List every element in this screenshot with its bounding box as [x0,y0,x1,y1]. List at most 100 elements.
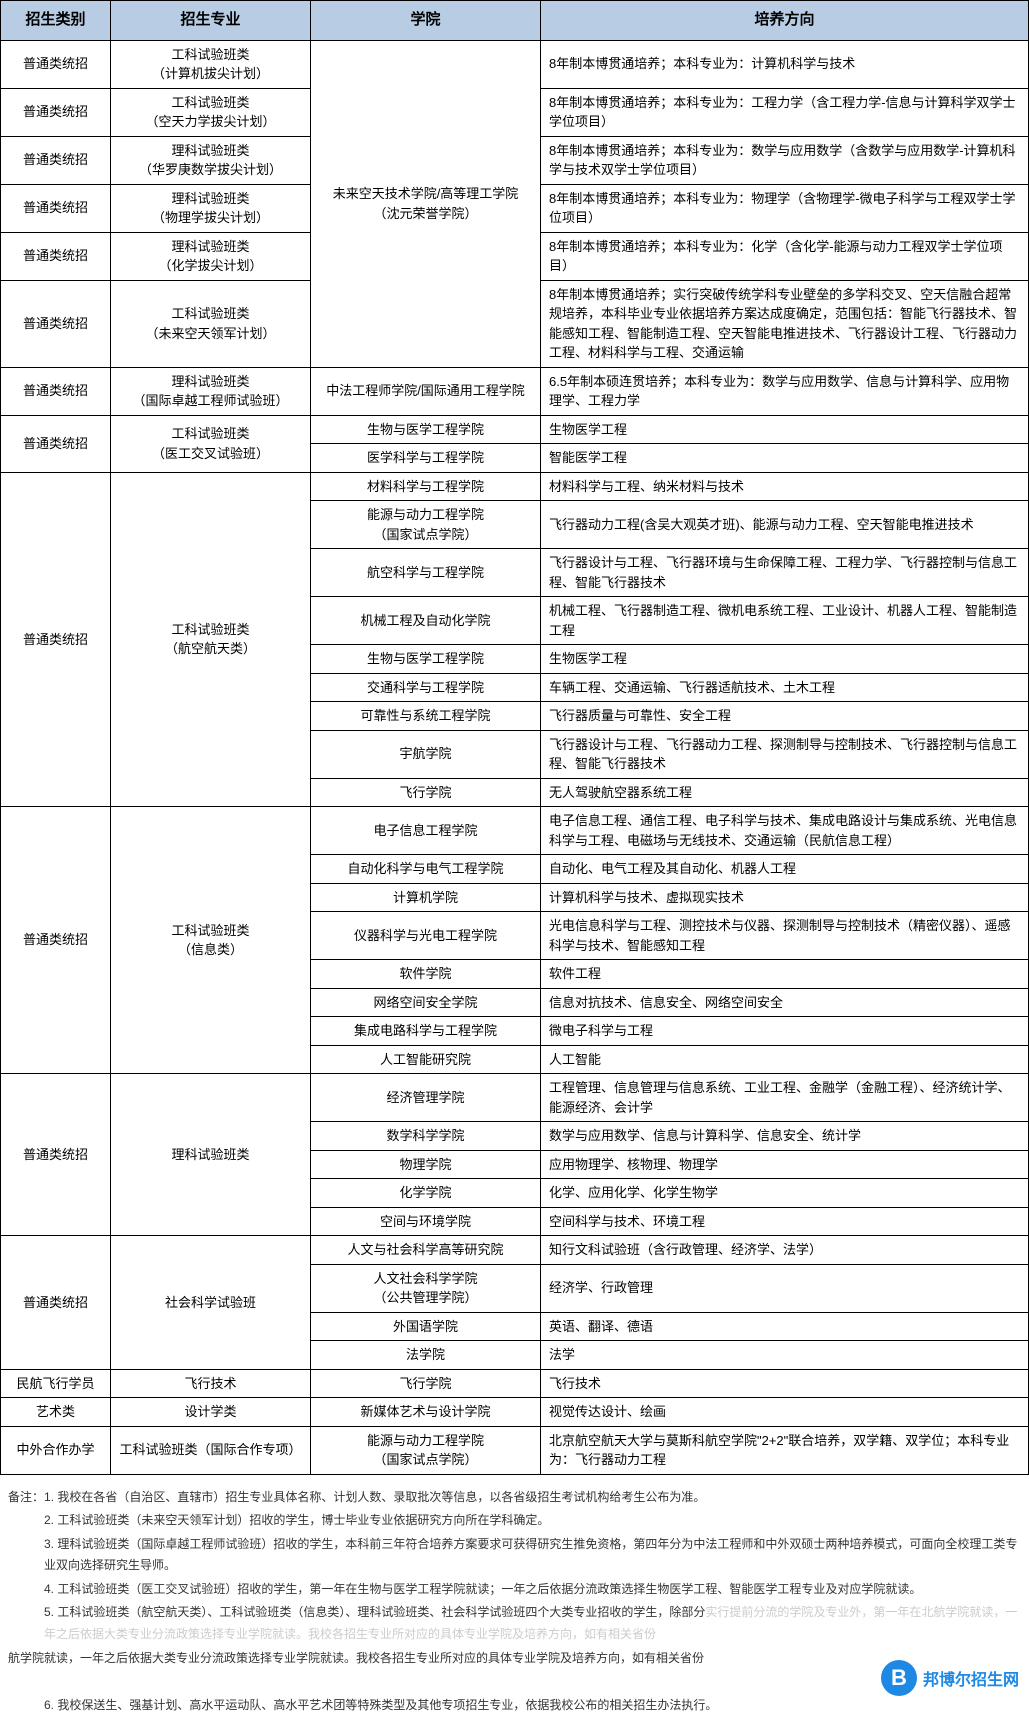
cell-category: 中外合作办学 [1,1426,111,1474]
cell-category: 普通类统招 [1,280,111,367]
cell-category: 普通类统招 [1,88,111,136]
cell-direction: 经济学、行政管理 [541,1264,1029,1312]
cell-direction: 数学与应用数学、信息与计算科学、信息安全、统计学 [541,1122,1029,1151]
cell-direction: 应用物理学、核物理、物理学 [541,1150,1029,1179]
cell-college: 中法工程师学院/国际通用工程学院 [311,367,541,415]
cell-college: 外国语学院 [311,1312,541,1341]
cell-category: 普通类统招 [1,40,111,88]
cell-direction: 英语、翻译、德语 [541,1312,1029,1341]
cell-college: 仪器科学与光电工程学院 [311,912,541,960]
cell-major: 飞行技术 [111,1369,311,1398]
cell-direction: 8年制本博贯通培养；本科专业为：工程力学（含工程力学-信息与计算科学双学士学位项… [541,88,1029,136]
cell-direction: 化学、应用化学、化学生物学 [541,1179,1029,1208]
cell-major: 工科试验班类 （信息类） [111,807,311,1074]
cell-direction: 无人驾驶航空器系统工程 [541,778,1029,807]
cell-direction: 飞行技术 [541,1369,1029,1398]
cell-college: 能源与动力工程学院 （国家试点学院） [311,501,541,549]
cell-category: 普通类统招 [1,232,111,280]
cell-college: 生物与医学工程学院 [311,415,541,444]
cell-college: 经济管理学院 [311,1074,541,1122]
note-item-tail: 航学院就读，一年之后依据大类专业分流政策选择专业学院就读。我校各招生专业所对应的… [8,1648,1021,1670]
cell-college: 集成电路科学与工程学院 [311,1017,541,1046]
cell-college: 人工智能研究院 [311,1045,541,1074]
cell-direction: 法学 [541,1341,1029,1370]
cell-direction: 电子信息工程、通信工程、电子科学与技术、集成电路设计与集成系统、光电信息科学与工… [541,807,1029,855]
cell-direction: 生物医学工程 [541,645,1029,674]
cell-direction: 飞行器设计与工程、飞行器动力工程、探测制导与控制技术、飞行器控制与信息工程、智能… [541,730,1029,778]
cell-direction: 机械工程、飞行器制造工程、微机电系统工程、工业设计、机器人工程、智能制造工程 [541,597,1029,645]
table-header-row: 招生类别 招生专业 学院 培养方向 [1,1,1029,41]
cell-category: 艺术类 [1,1398,111,1427]
cell-direction: 8年制本博贯通培养；本科专业为：物理学（含物理学-微电子科学与工程双学士学位项目… [541,184,1029,232]
cell-direction: 飞行器质量与可靠性、安全工程 [541,702,1029,731]
cell-college: 电子信息工程学院 [311,807,541,855]
cell-major: 工科试验班类 （计算机拔尖计划） [111,40,311,88]
cell-college: 能源与动力工程学院 （国家试点学院） [311,1426,541,1474]
cell-direction: 光电信息科学与工程、测控技术与仪器、探测制导与控制技术（精密仪器）、遥感科学与技… [541,912,1029,960]
note-item: 3. 理科试验班类（国际卓越工程师试验班）招收的学生，本科前三年符合培养方案要求… [8,1534,1021,1577]
table-row: 中外合作办学工科试验班类（国际合作专项）能源与动力工程学院 （国家试点学院）北京… [1,1426,1029,1474]
cell-major: 工科试验班类 （航空航天类） [111,472,311,807]
cell-direction: 8年制本博贯通培养；本科专业为：数学与应用数学（含数学与应用数学-计算机科学与技… [541,136,1029,184]
cell-major: 理科试验班类 （物理学拔尖计划） [111,184,311,232]
cell-direction: 计算机科学与技术、虚拟现实技术 [541,883,1029,912]
cell-college: 飞行学院 [311,778,541,807]
cell-category: 普通类统招 [1,1074,111,1236]
cell-major: 社会科学试验班 [111,1236,311,1370]
note-item: 2. 工科试验班类（未来空天领军计划）招收的学生，博士毕业专业依据研究方向所在学… [8,1510,1021,1532]
cell-direction: 8年制本博贯通培养；实行突破传统学科专业壁垒的多学科交叉、空天信融合超常规培养，… [541,280,1029,367]
cell-college: 生物与医学工程学院 [311,645,541,674]
cell-college: 人文与社会科学高等研究院 [311,1236,541,1265]
header-category: 招生类别 [1,1,111,41]
cell-college: 化学学院 [311,1179,541,1208]
header-college: 学院 [311,1,541,41]
table-row: 普通类统招理科试验班类 （国际卓越工程师试验班）中法工程师学院/国际通用工程学院… [1,367,1029,415]
cell-college: 网络空间安全学院 [311,988,541,1017]
cell-college: 新媒体艺术与设计学院 [311,1398,541,1427]
cell-category: 普通类统招 [1,184,111,232]
cell-direction: 空间科学与技术、环境工程 [541,1207,1029,1236]
table-row: 普通类统招工科试验班类 （信息类）电子信息工程学院电子信息工程、通信工程、电子科… [1,807,1029,855]
header-major: 招生专业 [111,1,311,41]
cell-category: 普通类统招 [1,415,111,472]
cell-direction: 微电子科学与工程 [541,1017,1029,1046]
notes-prefix: 备注： [8,1490,44,1504]
cell-direction: 8年制本博贯通培养；本科专业为：计算机科学与技术 [541,40,1029,88]
table-row: 普通类统招工科试验班类 （航空航天类）材料科学与工程学院材料科学与工程、纳米材料… [1,472,1029,501]
table-row: 普通类统招工科试验班类 （医工交叉试验班）生物与医学工程学院生物医学工程 [1,415,1029,444]
cell-direction: 自动化、电气工程及其自动化、机器人工程 [541,855,1029,884]
cell-category: 普通类统招 [1,472,111,807]
table-row: 普通类统招工科试验班类 （计算机拔尖计划）未来空天技术学院/高等理工学院 （沈元… [1,40,1029,88]
cell-college: 自动化科学与电气工程学院 [311,855,541,884]
cell-major: 理科试验班类 [111,1074,311,1236]
cell-major: 工科试验班类 （未来空天领军计划） [111,280,311,367]
note-item: 5. 工科试验班类（航空航天类）、工科试验班类（信息类）、理科试验班类、社会科学… [8,1602,1021,1645]
cell-direction: 车辆工程、交通运输、飞行器适航技术、土木工程 [541,673,1029,702]
cell-college: 材料科学与工程学院 [311,472,541,501]
cell-college: 计算机学院 [311,883,541,912]
cell-direction: 飞行器动力工程(含吴大观英才班)、能源与动力工程、空天智能电推进技术 [541,501,1029,549]
cell-major: 理科试验班类 （华罗庚数学拔尖计划） [111,136,311,184]
notes-section: 备注：1. 我校在各省（自治区、直辖市）招生专业具体名称、计划人数、录取批次等信… [0,1475,1029,1726]
cell-college: 人文社会科学学院 （公共管理学院） [311,1264,541,1312]
cell-category: 普通类统招 [1,367,111,415]
cell-major: 理科试验班类 （化学拔尖计划） [111,232,311,280]
cell-direction: 人工智能 [541,1045,1029,1074]
admissions-table: 招生类别 招生专业 学院 培养方向 普通类统招工科试验班类 （计算机拔尖计划）未… [0,0,1029,1475]
cell-direction: 智能医学工程 [541,444,1029,473]
cell-direction: 软件工程 [541,960,1029,989]
cell-college: 物理学院 [311,1150,541,1179]
watermark: B 邦博尔招生网 [881,1660,1019,1696]
watermark-logo-icon: B [881,1660,917,1696]
cell-college: 数学科学学院 [311,1122,541,1151]
cell-college: 法学院 [311,1341,541,1370]
table-row: 普通类统招社会科学试验班人文与社会科学高等研究院知行文科试验班（含行政管理、经济… [1,1236,1029,1265]
table-row: 普通类统招理科试验班类经济管理学院工程管理、信息管理与信息系统、工业工程、金融学… [1,1074,1029,1122]
cell-college: 飞行学院 [311,1369,541,1398]
cell-college: 交通科学与工程学院 [311,673,541,702]
cell-college: 宇航学院 [311,730,541,778]
cell-college: 机械工程及自动化学院 [311,597,541,645]
cell-college: 航空科学与工程学院 [311,549,541,597]
cell-category: 普通类统招 [1,136,111,184]
table-row: 艺术类设计学类新媒体艺术与设计学院视觉传达设计、绘画 [1,1398,1029,1427]
